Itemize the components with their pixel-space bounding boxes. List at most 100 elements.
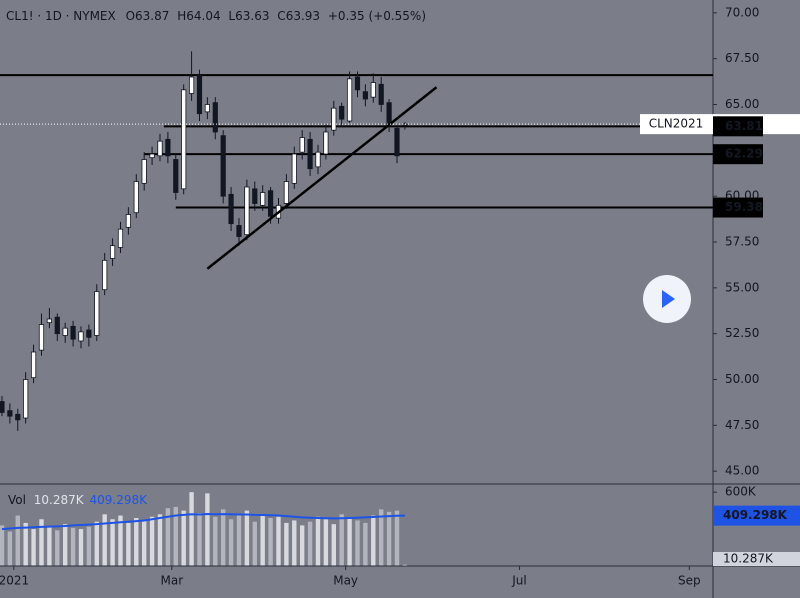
x-tick-label: May [333,574,358,588]
volume-bar [23,522,28,566]
volume-bar [126,522,131,566]
volume-bar [394,510,400,566]
candle-body [86,329,92,338]
volume-bar [236,514,242,566]
volume-bar [149,516,155,566]
candle-body [38,324,45,351]
volume-bar [252,521,257,566]
candle-body [362,91,368,100]
volume-tick-label: 600K [725,485,757,499]
volume-bar [31,529,36,566]
ohlc-value: 64.04 [186,9,220,23]
volume-bar [331,524,336,566]
candle-body [252,188,258,204]
candle-body [94,291,100,336]
candle-body [117,228,124,248]
volume-ma-box [713,505,800,526]
ohlc-value: 63.93 [286,9,320,23]
volume-label: 10.287K [723,552,774,566]
volume-bar [386,511,392,566]
candle-body [394,127,400,157]
candle-body [331,107,337,131]
play-icon[interactable] [662,290,675,308]
candle-body [283,181,289,204]
volume-bar [213,516,218,566]
volume-bar [323,519,329,566]
volume-bar [7,531,13,566]
candle-body [228,193,234,225]
candle-body [204,104,210,113]
volume-bar [220,509,226,566]
candle-body [244,186,250,236]
volume-bar [402,564,408,566]
volume-bar [299,525,305,566]
plot [0,492,408,566]
volume-ma-label: 409.298K [723,508,788,522]
candle-body [109,245,116,259]
volume-bar [0,525,5,566]
y-tick-label: 57.50 [725,235,759,249]
candle-body [291,153,297,184]
candle-body [165,138,171,157]
volume-value: 10.287K [34,493,85,507]
ohlc-label: O [126,9,135,23]
volume-bar [205,493,210,566]
volume-bar [173,506,178,566]
candle-body [78,331,84,342]
level-box [713,116,763,137]
candle-body [402,123,408,126]
candle-body [220,135,226,197]
volume-bar [157,514,163,566]
volume-bar [55,530,60,566]
candle-body [181,89,187,190]
volume-bar [307,521,313,566]
candle-body [133,181,139,214]
ohlc-label: C [277,9,285,23]
candle-body [346,78,353,122]
candle-body [315,151,321,168]
candle-body [23,379,29,419]
volume-ma-line [1,513,405,531]
volume-bar [339,514,344,566]
volume-bar [47,526,52,566]
volume-bar [347,518,352,566]
volume-bar [363,522,368,566]
volume-bar [134,518,139,566]
volume-bar [39,519,44,566]
candle-body [323,131,329,155]
y-tick-label: 47.50 [725,418,759,432]
candle-body [46,318,52,324]
y-tick-label: 65.00 [725,97,759,111]
volume-bar [378,509,384,566]
volume-bar [78,529,84,566]
volume-bar [86,526,92,566]
volume-legend: Vol 10.287K 409.298K [8,493,148,507]
symbol: CL1! · 1D · NYMEX [6,9,116,23]
volume-bar [181,510,186,566]
volume-bar [189,492,194,566]
level-box [713,144,763,165]
candle-body [7,410,13,417]
candle-body [70,325,76,340]
volume-bar [315,516,321,566]
volume-bar [165,508,171,566]
play-button[interactable] [643,275,691,323]
volume-bar [197,513,202,566]
y-tick-label: 67.50 [725,51,759,65]
y-tick-label: 70.00 [725,5,759,19]
candle-body [102,259,108,291]
level-label: 62.29 [725,147,763,161]
volume-bar [276,516,281,566]
change: +0.35 (+0.55%) [328,9,426,23]
volume-name: Vol [8,493,26,507]
volume-box [713,552,800,566]
candle-body [267,190,274,217]
candle-body [386,102,392,126]
x-tick-label: Sep [678,574,701,588]
candle-body [157,140,163,157]
volume-bar [284,522,289,566]
volume-bar [62,524,68,566]
volume-bar [110,519,115,566]
x-tick-label: 2021 [0,574,29,588]
